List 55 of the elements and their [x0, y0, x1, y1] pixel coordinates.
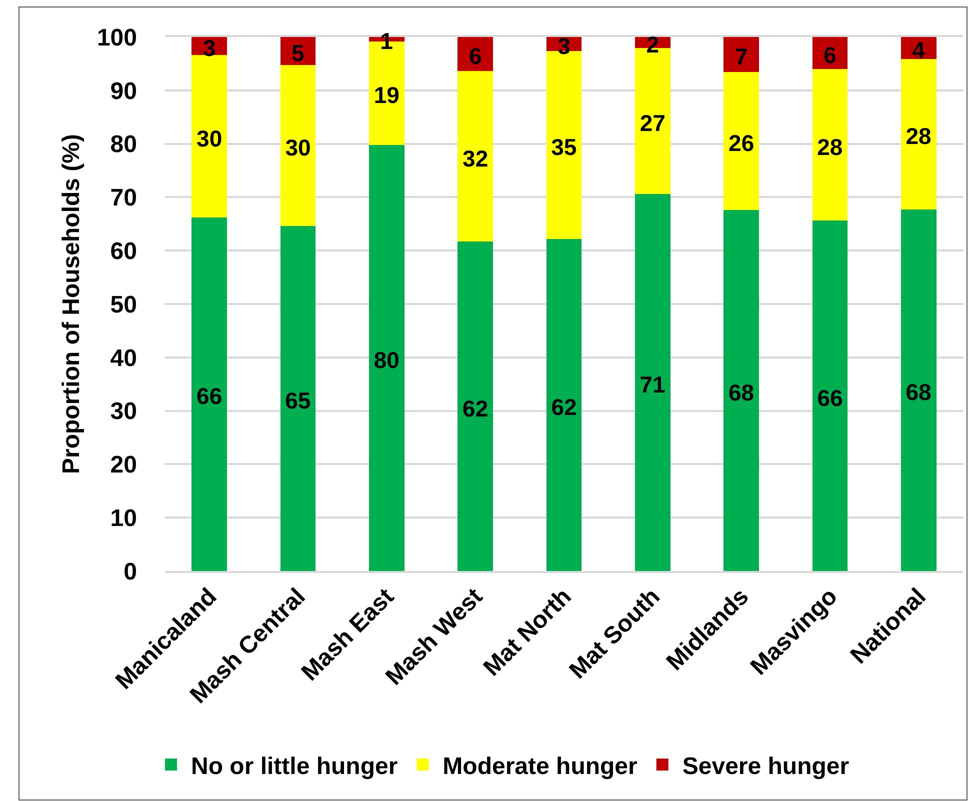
data-label: 27 [640, 110, 666, 136]
y-tick-label: 40 [110, 344, 137, 372]
bar [280, 64, 316, 226]
data-label: 71 [640, 372, 666, 398]
bar [724, 210, 760, 571]
bar [458, 242, 494, 571]
data-label: 66 [817, 384, 843, 411]
data-label: 68 [728, 380, 754, 406]
bar [634, 194, 670, 571]
y-tick-label: 90 [110, 78, 137, 105]
data-label: 28 [906, 123, 932, 150]
bar [724, 37, 760, 72]
y-tick-label: 60 [110, 238, 137, 265]
data-label: 68 [906, 379, 932, 406]
bar [280, 226, 316, 571]
data-label: 5 [292, 40, 304, 66]
data-label: 62 [551, 394, 577, 420]
data-label: 3 [202, 35, 216, 62]
y-tick-label: 70 [110, 184, 137, 212]
data-label: 66 [196, 383, 222, 410]
data-label: 6 [468, 43, 482, 70]
y-tick-label: 20 [110, 452, 137, 479]
data-label: 26 [728, 130, 754, 156]
bar [368, 144, 404, 571]
data-label: 28 [817, 134, 843, 160]
bar [458, 71, 494, 242]
legend-label: No or little hunger [191, 752, 398, 780]
bar [900, 58, 936, 210]
bar [724, 72, 760, 210]
bar [900, 209, 936, 571]
data-label: 62 [462, 395, 488, 422]
data-label: 35 [551, 134, 577, 160]
data-label: 7 [734, 44, 748, 70]
y-tick-label: 10 [110, 505, 137, 532]
data-label: 30 [196, 125, 222, 152]
data-label: 80 [374, 346, 400, 373]
data-label: 19 [374, 82, 400, 108]
data-label: 4 [912, 36, 926, 63]
legend-label: Severe hunger [682, 752, 850, 780]
y-axis-title: Proportion of Households (%) [58, 134, 86, 474]
y-tick-label: 0 [124, 558, 137, 586]
bar [546, 238, 582, 571]
y-tick-label: 80 [110, 131, 137, 158]
bar [192, 217, 228, 571]
data-label: 6 [824, 42, 836, 68]
legend-label: Moderate hunger [442, 752, 638, 780]
bar [812, 69, 848, 221]
data-label: 65 [285, 388, 311, 414]
bar [812, 220, 848, 571]
y-tick-label: 50 [110, 291, 137, 318]
y-tick-label: 100 [96, 24, 137, 52]
bar [192, 55, 228, 218]
data-label: 30 [285, 134, 311, 160]
y-tick-label: 30 [110, 398, 137, 426]
data-label: 32 [462, 145, 488, 172]
